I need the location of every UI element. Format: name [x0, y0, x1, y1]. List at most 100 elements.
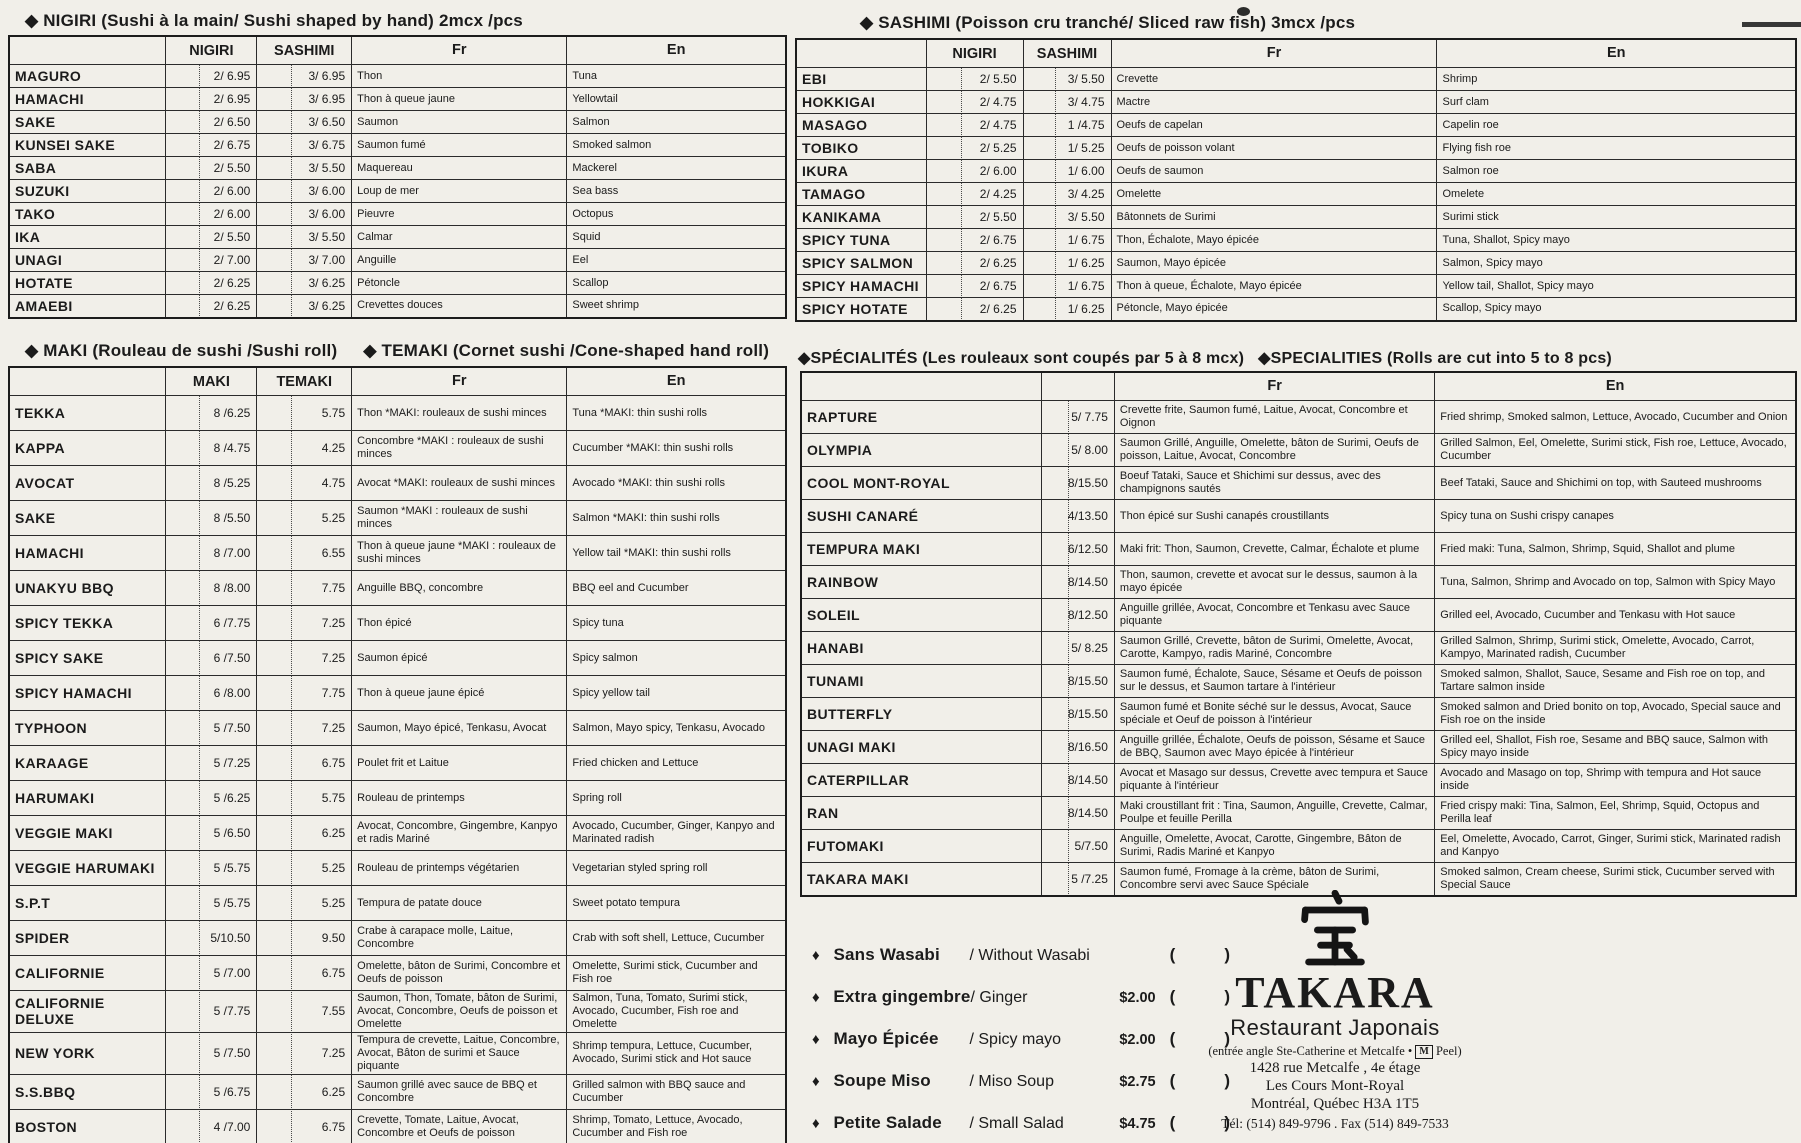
cell-p2: 3/ 6.00: [256, 179, 353, 203]
cell-en: Mackerel: [566, 156, 787, 180]
cell-fr: Saumon, Thon, Tomate, bâton de Surimi, A…: [351, 990, 568, 1033]
entrance-note: (entrée angle Ste-Catherine et Metcalfe …: [1170, 1044, 1500, 1059]
checkbox-field: ( ): [1169, 945, 1232, 964]
cell-en: Tuna *MAKI: thin sushi rolls: [566, 395, 787, 431]
cell-fr: Bâtonnets de Surimi: [1110, 205, 1438, 229]
cell-en: Sea bass: [566, 179, 787, 203]
cell-p2: 7.55: [256, 990, 353, 1033]
cell-p2: 3/ 5.50: [1022, 205, 1112, 229]
cell-p2: 1/ 6.25: [1022, 251, 1112, 275]
cell-en: Smoked salmon, Cream cheese, Surimi stic…: [1434, 862, 1797, 896]
column-header: Fr: [1113, 371, 1436, 401]
menu-item-row: CALIFORNIE 5 /7.00 6.75 Omelette, bâton de …: [8, 955, 787, 991]
menu-item-row: COOL MONT-ROYAL 8/15.50 Boeuf Tataki, Sauc…: [800, 466, 1797, 500]
cell-en: Surf clam: [1436, 90, 1797, 114]
cell-fr: Anguille BBQ, concombre: [351, 570, 568, 606]
cell-name: UNAGI MAKI: [800, 730, 1043, 764]
cell-fr: Saumon Grillé, Crevette, bâton de Surimi…: [1113, 631, 1436, 665]
cell-name: IKA: [8, 225, 167, 249]
extra-option-row: ♦ Soupe Miso / Miso Soup $2.75 ( ): [812, 1071, 1232, 1098]
cell-p1: 2/ 5.25: [925, 136, 1024, 160]
column-header: En: [1434, 371, 1797, 401]
menu-item-row: UNAGI 2/ 7.00 3/ 7.00 Anguille Eel: [8, 248, 787, 272]
menu-item-row: HOKKIGAI 2/ 4.75 3/ 4.75 Mactre Surf clam: [795, 90, 1797, 114]
cell-name: OLYMPIA: [800, 433, 1043, 467]
cell-name: TAKARA MAKI: [800, 862, 1043, 896]
column-header: Fr: [351, 366, 568, 396]
menu-item-row: KANIKAMA 2/ 5.50 3/ 5.50 Bâtonnets de Surim…: [795, 205, 1797, 229]
column-header: TEMAKI: [256, 366, 353, 396]
column-header: Fr: [1110, 38, 1438, 68]
cell-en: Grilled eel, Avocado, Cucumber and Tenka…: [1434, 598, 1797, 632]
cell-fr: Poulet frit et Laitue: [351, 745, 568, 781]
cell-fr: Saumon fumé, Fromage à la crème, bâton d…: [1113, 862, 1436, 896]
cell-fr: Thon: [351, 64, 568, 88]
temaki-title-text: ◆ TEMAKI (Cornet sushi /Cone-shaped hand…: [363, 341, 770, 360]
restaurant-logo-text: TAKARA: [1235, 968, 1435, 1017]
cell-p1: 2/ 6.75: [165, 133, 258, 157]
cell-name: SUZUKI: [8, 179, 167, 203]
cell-p2: 7.25: [256, 710, 353, 746]
menu-item-row: TOBIKO 2/ 5.25 1/ 5.25 Oeufs de poisson vol…: [795, 136, 1797, 160]
menu-item-row: SUZUKI 2/ 6.00 3/ 6.00 Loup de mer Sea bass: [8, 179, 787, 203]
cell-fr: Saumon fumé et Bonite séché sur le dessu…: [1113, 697, 1436, 731]
cell-name: SUSHI CANARÉ: [800, 499, 1043, 533]
menu-item-row: TAKO 2/ 6.00 3/ 6.00 Pieuvre Octopus: [8, 202, 787, 226]
cell-name: NEW YORK: [8, 1031, 167, 1075]
address-line-2: Les Cours Mont-Royal: [1265, 1078, 1405, 1095]
cell-en: Crab with soft shell, Lettuce, Cucumber: [566, 920, 787, 956]
cell-name: RAN: [800, 796, 1043, 830]
cell-name: FUTOMAKI: [800, 829, 1043, 863]
cell-en: Sweet potato tempura: [566, 885, 787, 921]
cell-p2: 3/ 4.25: [1022, 182, 1112, 206]
diamond-icon: ♦: [812, 947, 820, 964]
extra-label-fr: Sans Wasabi: [833, 945, 940, 964]
cell-p1: 2/ 7.00: [165, 248, 258, 272]
menu-item-row: RAPTURE 5/ 7.75 Crevette frite, Saumon fum…: [800, 400, 1797, 434]
cell-en: Spring roll: [566, 780, 787, 816]
cell-fr: Thon, Échalote, Mayo épicée: [1110, 228, 1438, 252]
menu-item-row: IKURA 2/ 6.00 1/ 6.00 Oeufs de saumon Salmon…: [795, 159, 1797, 183]
cell-en: Vegetarian styled spring roll: [566, 850, 787, 886]
cell-p1: 6 /8.00: [165, 675, 258, 711]
cell-name: HARUMAKI: [8, 780, 167, 816]
menu-item-row: MAGURO 2/ 6.95 3/ 6.95 Thon Tuna: [8, 64, 787, 88]
cell-p1: 2/ 4.25: [925, 182, 1024, 206]
cell-name: IKURA: [795, 159, 927, 183]
menu-item-row: UNAGI MAKI 8/16.50 Anguille grillée, Échal…: [800, 730, 1797, 764]
extra-label-fr: Mayo Épicée: [833, 1029, 939, 1048]
header-row: Fr En: [800, 371, 1797, 401]
cell-p1: 8 /7.00: [165, 535, 258, 571]
menu-item-row: SPICY TUNA 2/ 6.75 1/ 6.75 Thon, Échalote, …: [795, 228, 1797, 252]
cell-en: Grilled eel, Shallot, Fish roe, Sesame a…: [1434, 730, 1797, 764]
cell-p2: 6.55: [256, 535, 353, 571]
cell-fr: Calmar: [351, 225, 568, 249]
menu-item-row: SPICY SALMON 2/ 6.25 1/ 6.25 Saumon, Mayo é…: [795, 251, 1797, 275]
cell-fr: Loup de mer: [351, 179, 568, 203]
cell-p2: 7.25: [256, 605, 353, 641]
cell-name: SPICY HAMACHI: [795, 274, 927, 298]
cell-p1: 2/ 5.50: [165, 156, 258, 180]
cell-fr: Pieuvre: [351, 202, 568, 226]
cell-en: Shrimp, Tomato, Lettuce, Avocado, Cucumb…: [566, 1108, 787, 1143]
specialties-title-fr: ◆SPÉCIALITÉS (Les rouleaux sont coupés p…: [798, 350, 1245, 367]
cell-fr: Anguille grillée, Échalote, Oeufs de poi…: [1113, 730, 1436, 764]
cell-p1: 2/ 5.50: [925, 205, 1024, 229]
menu-item-row: S.P.T 5 /5.75 5.25 Tempura de patate douce S…: [8, 885, 787, 921]
extra-label-en: / Small Salad: [969, 1115, 1064, 1132]
cell-en: Shrimp tempura, Lettuce, Cucumber, Avoca…: [566, 1031, 787, 1075]
sashimi-section-title: ◆ SASHIMI (Poisson cru tranché/ Sliced r…: [860, 13, 1356, 32]
cell-en: Yellow tail *MAKI: thin sushi rolls: [566, 535, 787, 571]
column-header: SASHIMI: [1022, 38, 1112, 68]
cell-en: Salmon roe: [1436, 159, 1797, 183]
cell-fr: Anguille, Omelette, Avocat, Carotte, Gin…: [1113, 829, 1436, 863]
cell-fr: Omelette, bâton de Surimi, Concombre et …: [351, 955, 568, 991]
menu-item-row: MASAGO 2/ 4.75 1 /4.75 Oeufs de capelan Cape…: [795, 113, 1797, 137]
cell-p2: 3/ 6.25: [256, 271, 353, 295]
cell-name: TOBIKO: [795, 136, 927, 160]
column-header: En: [566, 366, 787, 396]
cell-p1: 2/ 6.25: [925, 251, 1024, 275]
cell-en: Fried chicken and Lettuce: [566, 745, 787, 781]
column-header: [795, 38, 927, 68]
cell-p2: 4.75: [256, 465, 353, 501]
